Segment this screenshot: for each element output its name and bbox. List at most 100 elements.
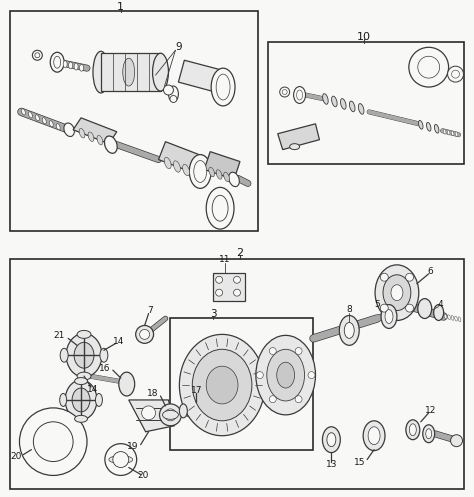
Ellipse shape xyxy=(28,112,32,118)
Ellipse shape xyxy=(277,362,295,388)
Circle shape xyxy=(32,50,42,60)
Ellipse shape xyxy=(375,265,419,321)
Ellipse shape xyxy=(74,63,78,70)
Ellipse shape xyxy=(297,90,302,100)
Polygon shape xyxy=(278,124,319,150)
Ellipse shape xyxy=(406,420,420,440)
Ellipse shape xyxy=(267,349,305,401)
Text: 4: 4 xyxy=(438,300,444,309)
Ellipse shape xyxy=(290,144,300,150)
Text: 20: 20 xyxy=(137,471,148,480)
Ellipse shape xyxy=(173,161,181,172)
Circle shape xyxy=(295,396,302,403)
Ellipse shape xyxy=(206,187,234,229)
Ellipse shape xyxy=(212,195,228,221)
Ellipse shape xyxy=(358,103,364,114)
Ellipse shape xyxy=(327,433,336,447)
Ellipse shape xyxy=(164,158,171,169)
Ellipse shape xyxy=(363,421,385,451)
Ellipse shape xyxy=(194,161,207,182)
Ellipse shape xyxy=(109,456,133,464)
Ellipse shape xyxy=(153,53,168,91)
Ellipse shape xyxy=(179,334,265,436)
Text: 12: 12 xyxy=(425,407,437,415)
Ellipse shape xyxy=(163,411,178,419)
Ellipse shape xyxy=(443,129,446,134)
Circle shape xyxy=(380,304,388,312)
Circle shape xyxy=(164,85,173,95)
Text: 10: 10 xyxy=(357,32,371,42)
Ellipse shape xyxy=(63,61,67,68)
Circle shape xyxy=(452,70,459,78)
Polygon shape xyxy=(178,60,222,92)
Circle shape xyxy=(406,273,413,281)
Ellipse shape xyxy=(74,415,88,422)
Ellipse shape xyxy=(448,315,450,320)
Ellipse shape xyxy=(100,348,108,362)
Ellipse shape xyxy=(339,316,359,345)
Ellipse shape xyxy=(340,98,346,109)
Ellipse shape xyxy=(332,96,337,107)
Text: 21: 21 xyxy=(54,331,65,340)
Text: 2: 2 xyxy=(237,248,244,258)
Ellipse shape xyxy=(455,132,458,137)
Ellipse shape xyxy=(451,316,454,321)
Ellipse shape xyxy=(410,424,416,436)
Text: 14: 14 xyxy=(87,385,99,394)
Text: 20: 20 xyxy=(10,452,21,461)
Ellipse shape xyxy=(455,316,457,321)
Ellipse shape xyxy=(93,51,109,93)
Ellipse shape xyxy=(419,120,423,129)
Ellipse shape xyxy=(344,323,354,338)
Ellipse shape xyxy=(21,109,26,115)
Ellipse shape xyxy=(323,93,328,104)
Bar xyxy=(9,10,258,231)
Polygon shape xyxy=(73,118,117,144)
Text: 18: 18 xyxy=(147,390,158,399)
Ellipse shape xyxy=(458,317,461,322)
Ellipse shape xyxy=(189,155,211,188)
Text: 7: 7 xyxy=(148,306,154,315)
Ellipse shape xyxy=(427,122,431,131)
Ellipse shape xyxy=(322,427,340,453)
Ellipse shape xyxy=(42,118,46,124)
Text: 17: 17 xyxy=(191,386,202,395)
Ellipse shape xyxy=(211,68,235,106)
Ellipse shape xyxy=(79,129,85,138)
Ellipse shape xyxy=(182,165,190,175)
Polygon shape xyxy=(129,400,174,432)
Ellipse shape xyxy=(50,52,64,72)
Ellipse shape xyxy=(391,285,403,301)
Text: 16: 16 xyxy=(100,364,111,373)
Circle shape xyxy=(308,372,315,379)
Circle shape xyxy=(216,289,223,296)
Ellipse shape xyxy=(368,427,380,445)
Circle shape xyxy=(113,452,129,468)
Ellipse shape xyxy=(60,394,67,407)
Circle shape xyxy=(19,408,87,476)
Ellipse shape xyxy=(69,62,73,69)
Circle shape xyxy=(418,56,440,78)
Circle shape xyxy=(216,276,223,283)
Ellipse shape xyxy=(97,136,103,145)
Text: 15: 15 xyxy=(354,458,365,467)
Ellipse shape xyxy=(66,333,102,377)
Polygon shape xyxy=(158,142,204,173)
Ellipse shape xyxy=(451,131,454,136)
Circle shape xyxy=(142,406,155,420)
Ellipse shape xyxy=(123,58,135,86)
Ellipse shape xyxy=(119,372,135,396)
Ellipse shape xyxy=(293,86,306,103)
Circle shape xyxy=(33,422,73,462)
Ellipse shape xyxy=(209,167,215,177)
Bar xyxy=(101,53,161,91)
Ellipse shape xyxy=(54,56,61,68)
Ellipse shape xyxy=(179,404,187,418)
Ellipse shape xyxy=(447,130,450,135)
Circle shape xyxy=(140,330,150,339)
Ellipse shape xyxy=(77,331,91,338)
Circle shape xyxy=(447,66,464,82)
Bar xyxy=(268,42,465,164)
Ellipse shape xyxy=(95,394,102,407)
Ellipse shape xyxy=(65,380,97,420)
